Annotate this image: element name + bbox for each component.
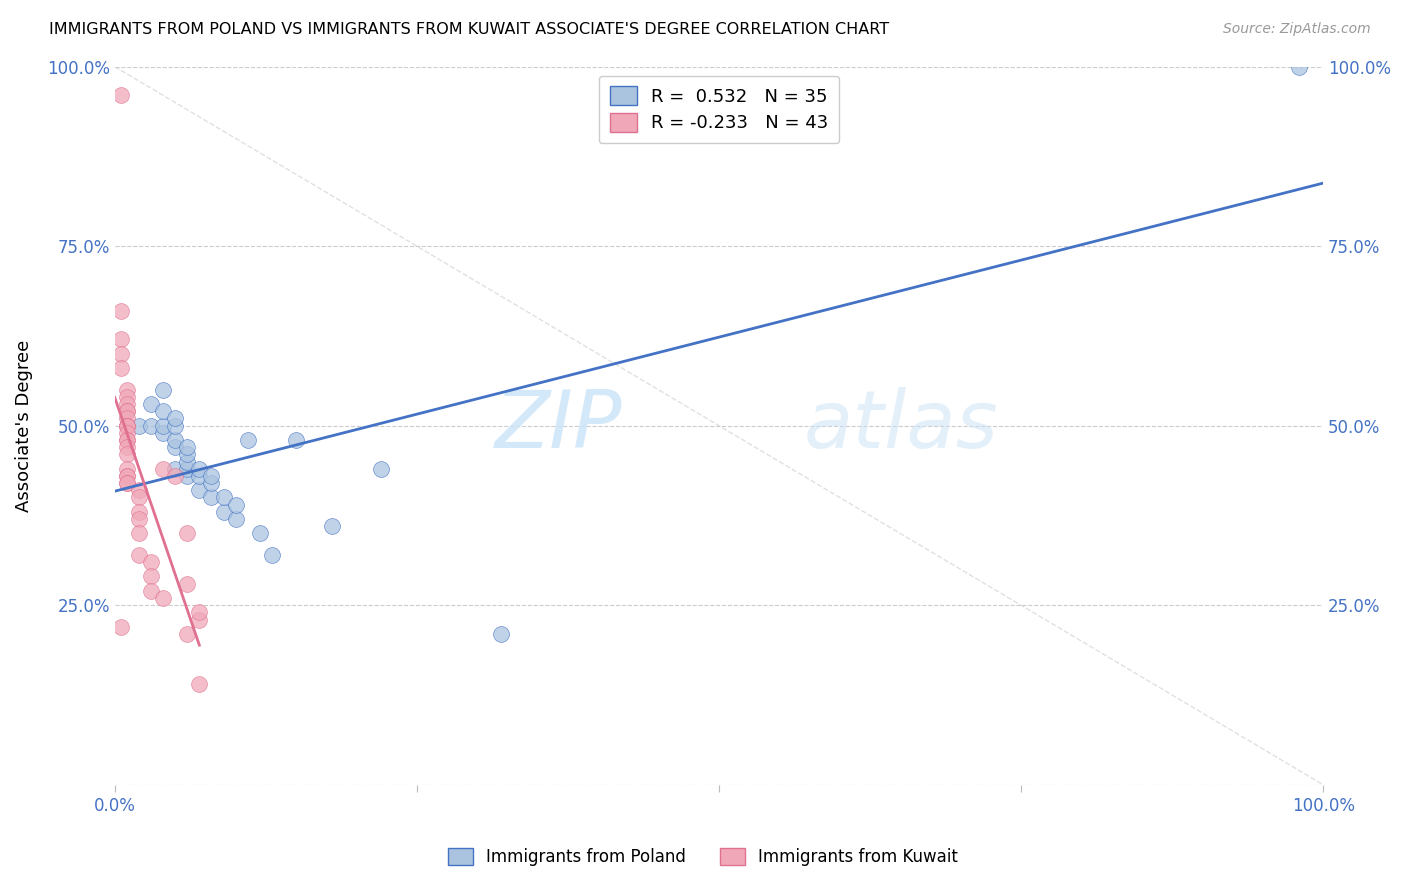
Point <box>321 519 343 533</box>
Point <box>139 397 162 411</box>
Point <box>115 404 138 418</box>
Point <box>176 627 198 641</box>
Point <box>110 361 132 376</box>
Point <box>188 606 211 620</box>
Point <box>115 462 138 476</box>
Point <box>188 462 211 476</box>
Point <box>152 404 174 418</box>
Point <box>128 491 150 505</box>
Point <box>115 476 138 491</box>
Point <box>260 548 283 562</box>
Point <box>128 418 150 433</box>
Point <box>236 433 259 447</box>
Point <box>491 627 513 641</box>
Point <box>110 303 132 318</box>
Point <box>176 576 198 591</box>
Point <box>115 397 138 411</box>
Point <box>139 583 162 598</box>
Legend: R =  0.532   N = 35, R = -0.233   N = 43: R = 0.532 N = 35, R = -0.233 N = 43 <box>599 76 839 144</box>
Point <box>249 526 271 541</box>
Point <box>115 425 138 440</box>
Point <box>128 483 150 498</box>
Point <box>115 418 138 433</box>
Point <box>110 88 132 103</box>
Point <box>139 569 162 583</box>
Point <box>188 677 211 691</box>
Point <box>370 462 392 476</box>
Point <box>152 418 174 433</box>
Point <box>165 440 187 454</box>
Point <box>115 383 138 397</box>
Point <box>188 483 211 498</box>
Point <box>212 505 235 519</box>
Point <box>200 469 222 483</box>
Point <box>110 347 132 361</box>
Point <box>128 548 150 562</box>
Point <box>139 555 162 569</box>
Point <box>165 433 187 447</box>
Point <box>115 418 138 433</box>
Point <box>176 526 198 541</box>
Point <box>225 512 247 526</box>
Point <box>165 469 187 483</box>
Point <box>165 411 187 425</box>
Text: atlas: atlas <box>804 386 998 465</box>
Point <box>115 404 138 418</box>
Point <box>176 440 198 454</box>
Point <box>115 411 138 425</box>
Point <box>188 613 211 627</box>
Point <box>200 476 222 491</box>
Text: ZIP: ZIP <box>495 386 623 465</box>
Point <box>176 469 198 483</box>
Y-axis label: Associate's Degree: Associate's Degree <box>15 340 32 512</box>
Point <box>115 433 138 447</box>
Point <box>200 491 222 505</box>
Point <box>115 476 138 491</box>
Point <box>128 512 150 526</box>
Point <box>110 333 132 347</box>
Point <box>176 462 198 476</box>
Point <box>165 462 187 476</box>
Text: Source: ZipAtlas.com: Source: ZipAtlas.com <box>1223 22 1371 37</box>
Point <box>139 418 162 433</box>
Point <box>1288 60 1310 74</box>
Point <box>152 591 174 605</box>
Point <box>115 390 138 404</box>
Point <box>115 447 138 461</box>
Point <box>176 447 198 461</box>
Point <box>176 454 198 468</box>
Text: IMMIGRANTS FROM POLAND VS IMMIGRANTS FROM KUWAIT ASSOCIATE'S DEGREE CORRELATION : IMMIGRANTS FROM POLAND VS IMMIGRANTS FRO… <box>49 22 890 37</box>
Point <box>115 469 138 483</box>
Point <box>128 505 150 519</box>
Point <box>152 425 174 440</box>
Point <box>115 418 138 433</box>
Point <box>128 526 150 541</box>
Point <box>115 440 138 454</box>
Point <box>115 433 138 447</box>
Point <box>285 433 308 447</box>
Point <box>152 383 174 397</box>
Point <box>212 491 235 505</box>
Legend: Immigrants from Poland, Immigrants from Kuwait: Immigrants from Poland, Immigrants from … <box>440 840 966 875</box>
Point <box>152 462 174 476</box>
Point <box>115 469 138 483</box>
Point <box>165 418 187 433</box>
Point <box>188 469 211 483</box>
Point <box>225 498 247 512</box>
Point <box>110 620 132 634</box>
